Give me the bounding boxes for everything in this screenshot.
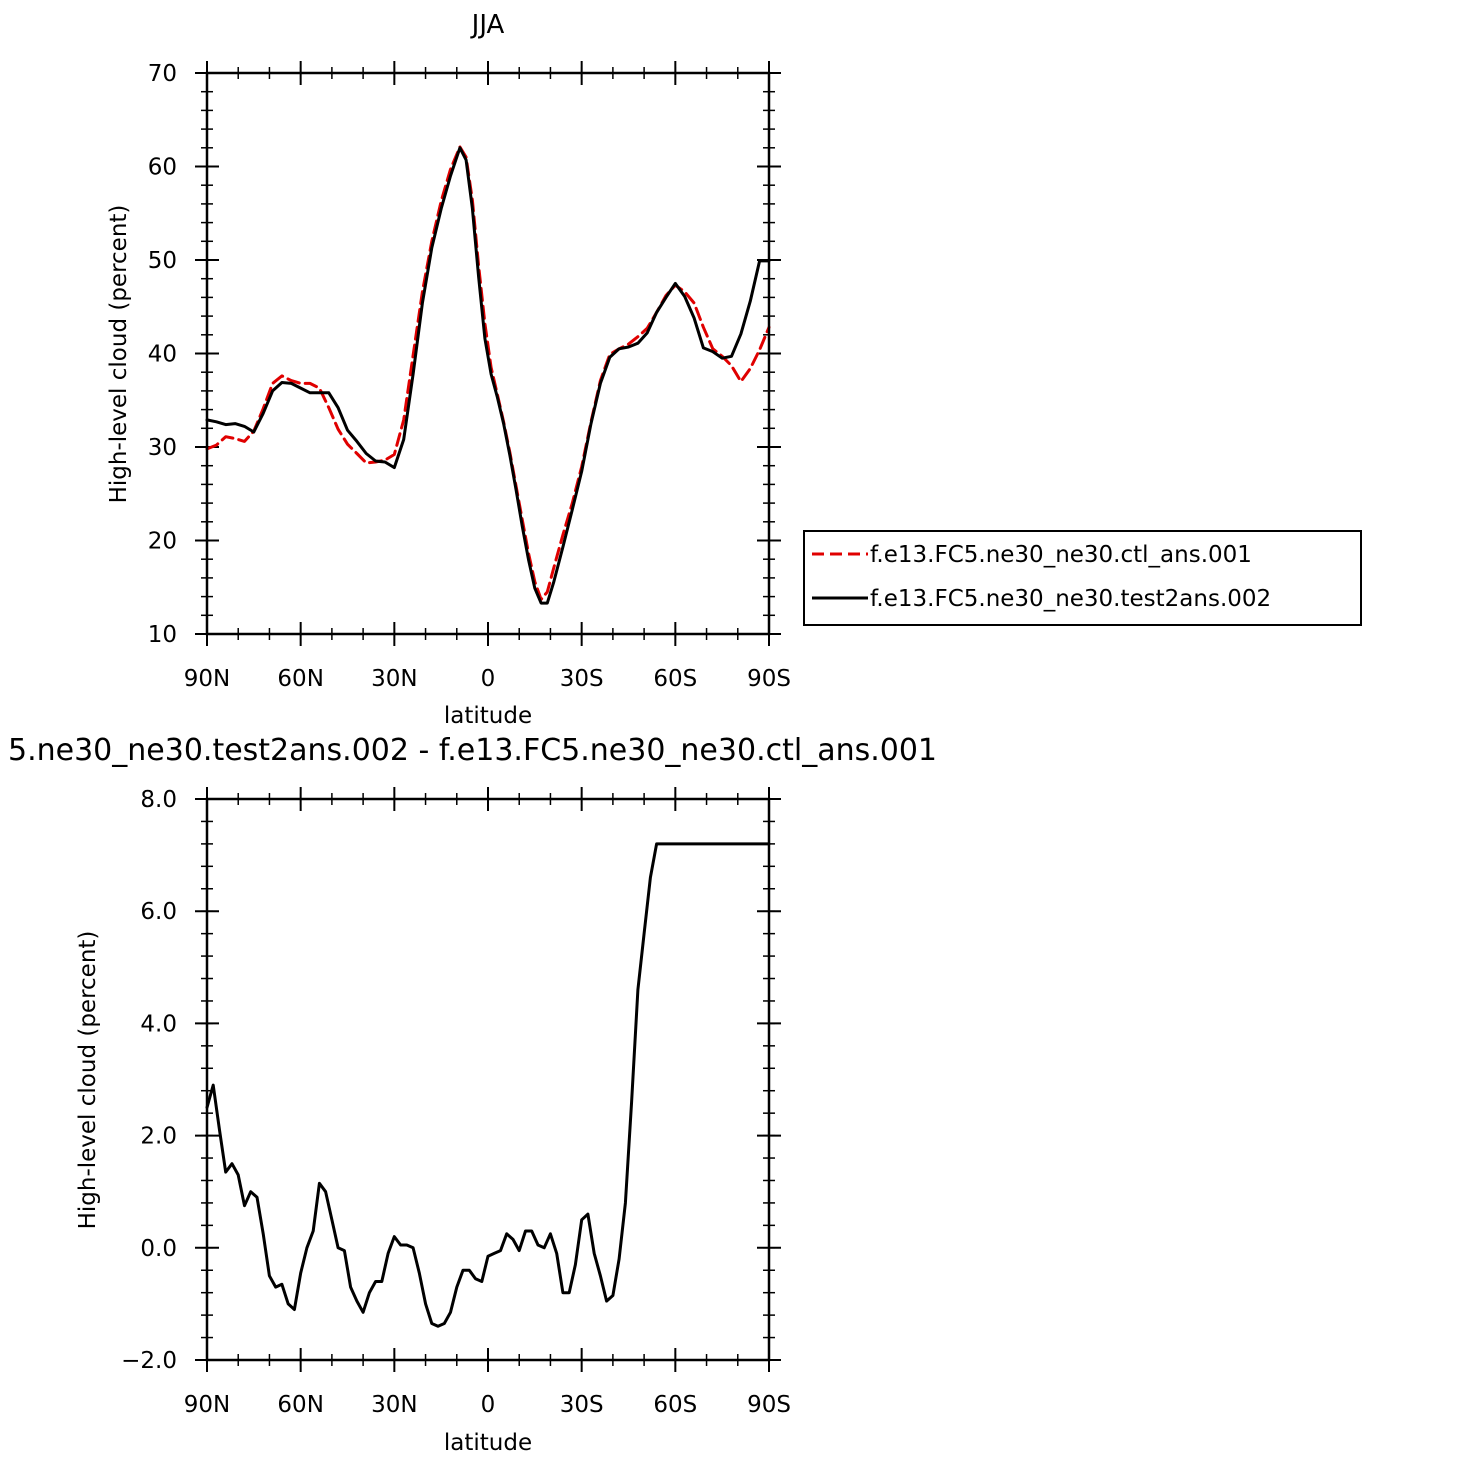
bot-series-line-0 <box>205 842 771 1328</box>
top-ytick-label-4: 50 <box>148 248 177 274</box>
top-series-line-1 <box>205 146 771 605</box>
bot-ytick-label-0: −2.0 <box>121 1348 177 1374</box>
bot-xtick-label-1: 60N <box>277 1392 323 1418</box>
legend-label-test: f.e13.FC5.ne30_ne30.test2ans.002 <box>870 586 1271 612</box>
top-xtick-label-4: 30S <box>560 666 604 692</box>
top-x-tick-labels: 90N 60N 30N 0 30S 60S 90S <box>184 666 791 692</box>
bot-xtick-label-4: 30S <box>560 1392 604 1418</box>
bot-ytick-label-4: 6.0 <box>140 899 177 925</box>
bot-xtick-label-2: 30N <box>371 1392 417 1418</box>
top-ytick-label-5: 60 <box>148 155 177 181</box>
bottom-x-axis-label: latitude <box>444 1430 532 1456</box>
top-ytick-label-0: 10 <box>148 622 177 648</box>
top-ytick-label-2: 30 <box>148 435 177 461</box>
panel-top: JJA 10 20 30 40 50 60 70 90N 60N 30N 0 30S 60S 90S l… <box>106 10 1362 729</box>
bottom-plot-frame <box>205 797 771 1362</box>
bot-ytick-label-2: 2.0 <box>140 1124 177 1150</box>
bot-xtick-label-0: 90N <box>184 1392 230 1418</box>
top-series-lines <box>205 145 771 605</box>
bottom-series-lines <box>205 842 771 1328</box>
top-xtick-label-1: 60N <box>277 666 323 692</box>
bottom-chart-title: 5.ne30_ne30.test2ans.002 - f.e13.FC5.ne3… <box>8 733 937 768</box>
top-xtick-label-3: 0 <box>481 666 496 692</box>
top-ytick-label-6: 70 <box>148 61 177 87</box>
top-plot-frame <box>205 71 771 636</box>
panel-bottom: 5.ne30_ne30.test2ans.002 - f.e13.FC5.ne3… <box>8 733 937 1456</box>
bottom-y-axis-label: High-level cloud (percent) <box>75 931 101 1230</box>
top-xtick-label-2: 30N <box>371 666 417 692</box>
bot-xtick-label-5: 60S <box>653 1392 697 1418</box>
bot-xtick-label-3: 0 <box>481 1392 496 1418</box>
bot-ytick-label-1: 0.0 <box>140 1236 177 1262</box>
legend-label-ctl: f.e13.FC5.ne30_ne30.ctl_ans.001 <box>870 542 1252 568</box>
top-y-tick-labels: 10 20 30 40 50 60 70 <box>148 61 177 648</box>
top-xtick-label-0: 90N <box>184 666 230 692</box>
bot-ytick-label-5: 8.0 <box>140 787 177 813</box>
top-chart-title: JJA <box>470 10 505 40</box>
top-y-axis-label: High-level cloud (percent) <box>106 205 132 504</box>
top-x-axis-label: latitude <box>444 703 532 729</box>
bot-xtick-label-6: 90S <box>747 1392 791 1418</box>
top-series-line-0 <box>205 145 771 601</box>
top-ytick-label-1: 20 <box>148 529 177 555</box>
top-ytick-label-3: 40 <box>148 342 177 368</box>
bot-ytick-label-3: 4.0 <box>140 1011 177 1037</box>
bottom-x-tick-labels: 90N 60N 30N 0 30S 60S 90S <box>184 1392 791 1418</box>
legend-box <box>803 530 1362 626</box>
top-xtick-label-6: 90S <box>747 666 791 692</box>
top-xtick-label-5: 60S <box>653 666 697 692</box>
bottom-y-tick-labels: −2.0 0.0 2.0 4.0 6.0 8.0 <box>121 787 177 1374</box>
legend: f.e13.FC5.ne30_ne30.ctl_ans.001 f.e13.FC… <box>803 530 1362 626</box>
